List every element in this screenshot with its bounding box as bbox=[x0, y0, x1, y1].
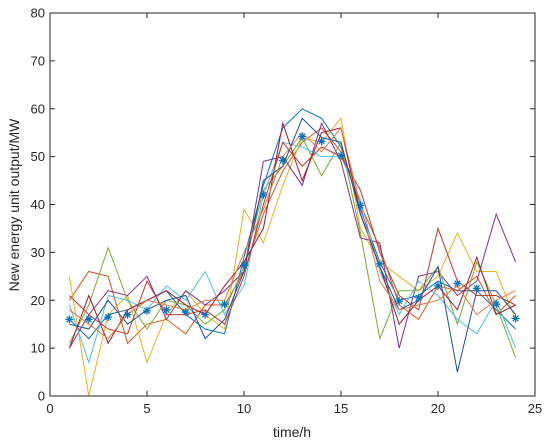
asterisk-marker bbox=[414, 293, 423, 302]
x-tick-label: 20 bbox=[431, 401, 445, 416]
asterisk-stroke bbox=[473, 285, 481, 292]
asterisk-stroke bbox=[454, 280, 461, 287]
series-line-8 bbox=[69, 141, 516, 335]
asterisk-stroke bbox=[143, 307, 151, 315]
asterisk-stroke bbox=[260, 191, 267, 199]
y-tick-label: 20 bbox=[31, 293, 45, 308]
asterisk-marker bbox=[104, 313, 113, 322]
tick-layer: 0 5 10 15 20 25 0 10 20 30 40 50 60 70 80 bbox=[31, 6, 543, 417]
asterisk-stroke bbox=[201, 311, 209, 318]
series-line-3 bbox=[68, 117, 517, 397]
asterisk-stroke bbox=[279, 157, 287, 164]
asterisk-marker bbox=[337, 151, 345, 160]
plot-area bbox=[50, 13, 535, 396]
series-layer bbox=[68, 108, 517, 397]
asterisk-marker bbox=[317, 137, 326, 146]
asterisk-stroke bbox=[434, 282, 442, 290]
x-tick-label: 5 bbox=[143, 401, 150, 416]
asterisk-marker bbox=[511, 314, 520, 323]
asterisk-marker bbox=[356, 201, 365, 210]
asterisk-marker bbox=[298, 132, 307, 141]
y-tick-label: 70 bbox=[31, 53, 45, 68]
asterisk-stroke bbox=[66, 316, 73, 323]
series-line-7 bbox=[68, 121, 516, 349]
asterisk-stroke bbox=[124, 311, 131, 318]
asterisk-stroke bbox=[104, 313, 112, 321]
asterisk-marker bbox=[375, 259, 384, 268]
asterisk-stroke bbox=[357, 202, 364, 209]
asterisk-stroke bbox=[395, 297, 403, 305]
y-tick-label: 30 bbox=[31, 245, 45, 260]
asterisk-marker bbox=[201, 310, 210, 319]
asterisk-stroke bbox=[318, 138, 325, 145]
asterisk-stroke bbox=[182, 308, 190, 316]
asterisk-marker bbox=[65, 315, 74, 324]
asterisk-stroke bbox=[492, 300, 500, 308]
x-axis-title: time/h bbox=[273, 424, 311, 440]
x-tick-label: 15 bbox=[334, 401, 348, 416]
y-tick-label: 10 bbox=[31, 341, 45, 356]
asterisk-marker bbox=[220, 300, 229, 309]
asterisk-marker bbox=[453, 279, 462, 288]
asterisk-stroke bbox=[221, 300, 228, 308]
x-tick-label: 0 bbox=[46, 401, 53, 416]
asterisk-marker bbox=[143, 306, 151, 315]
y-tick-label: 80 bbox=[31, 6, 45, 21]
asterisk-stroke bbox=[415, 294, 422, 302]
series-line-10 bbox=[69, 126, 516, 340]
asterisk-stroke bbox=[240, 262, 248, 269]
asterisk-marker bbox=[240, 261, 248, 270]
asterisk-marker bbox=[162, 305, 171, 314]
y-tick-label: 50 bbox=[31, 149, 45, 164]
asterisk-marker bbox=[492, 300, 501, 309]
asterisk-stroke bbox=[163, 306, 170, 314]
asterisk-marker bbox=[181, 308, 190, 317]
x-tick-label: 10 bbox=[237, 401, 251, 416]
asterisk-marker bbox=[434, 281, 442, 290]
y-tick-label: 40 bbox=[31, 197, 45, 212]
asterisk-stroke bbox=[512, 315, 519, 322]
asterisk-marker bbox=[395, 297, 404, 306]
asterisk-marker bbox=[278, 156, 287, 165]
asterisk-marker bbox=[259, 190, 268, 199]
marker-layer bbox=[65, 132, 520, 324]
y-tick-label: 0 bbox=[38, 389, 45, 404]
series-line-9 bbox=[69, 117, 516, 373]
asterisk-stroke bbox=[337, 152, 345, 159]
asterisk-stroke bbox=[85, 316, 93, 323]
asterisk-marker bbox=[123, 310, 132, 319]
y-axis-title: New energy unit output/MW bbox=[6, 118, 22, 292]
asterisk-marker bbox=[84, 315, 93, 324]
asterisk-stroke bbox=[298, 133, 306, 140]
asterisk-marker bbox=[472, 284, 481, 293]
asterisk-stroke bbox=[376, 260, 384, 268]
y-tick-label: 60 bbox=[31, 101, 45, 116]
x-tick-label: 25 bbox=[528, 401, 542, 416]
